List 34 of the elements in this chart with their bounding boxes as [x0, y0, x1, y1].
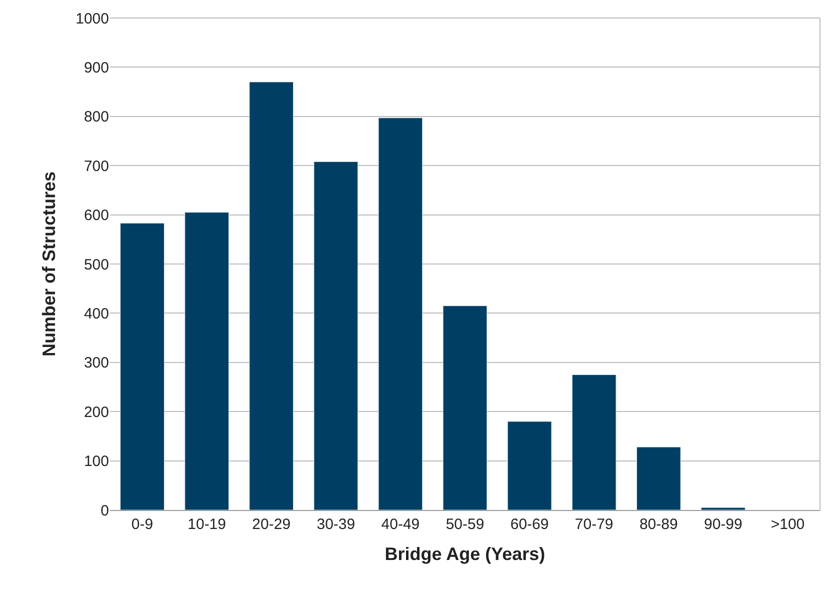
- x-axis-title: Bridge Age (Years): [384, 544, 546, 564]
- x-tick-label: 70-79: [574, 516, 614, 533]
- y-tick-label: 100: [84, 453, 109, 470]
- x-tick-label: 30-39: [316, 516, 356, 533]
- y-tick-label: 700: [84, 158, 109, 175]
- bar: [442, 306, 488, 510]
- y-tick-label: 1000: [76, 10, 109, 28]
- bar: [636, 446, 681, 510]
- x-tick-label: 80-89: [639, 516, 678, 533]
- bar: [378, 118, 423, 510]
- bar: [700, 507, 746, 510]
- bar: [572, 374, 616, 510]
- x-tick-label: 40-49: [381, 516, 420, 533]
- x-tick-label: 90-99: [704, 516, 742, 533]
- y-tick-label: 800: [84, 108, 109, 126]
- x-tick-label: 60-69: [510, 516, 549, 533]
- x-tick-label: >100: [770, 516, 805, 533]
- x-tick-label: 10-19: [188, 516, 226, 533]
- y-tick-label: 300: [84, 354, 109, 372]
- x-tick-label: 50-59: [446, 516, 484, 533]
- y-tick-label: 0: [100, 502, 109, 520]
- bar: [249, 82, 294, 510]
- y-tick-label: 500: [84, 256, 109, 274]
- y-tick-label: 400: [84, 305, 109, 322]
- bar: [507, 421, 552, 510]
- bar: [314, 161, 358, 510]
- bar: [120, 222, 164, 510]
- y-tick-label: 900: [84, 59, 109, 76]
- y-tick-label: 600: [84, 207, 109, 224]
- y-axis-title: Number of Structures: [38, 171, 59, 357]
- bar: [184, 212, 230, 510]
- x-tick-label: 20-29: [252, 516, 291, 533]
- x-tick-label: 0-9: [131, 516, 154, 533]
- y-tick-label: 200: [84, 404, 109, 421]
